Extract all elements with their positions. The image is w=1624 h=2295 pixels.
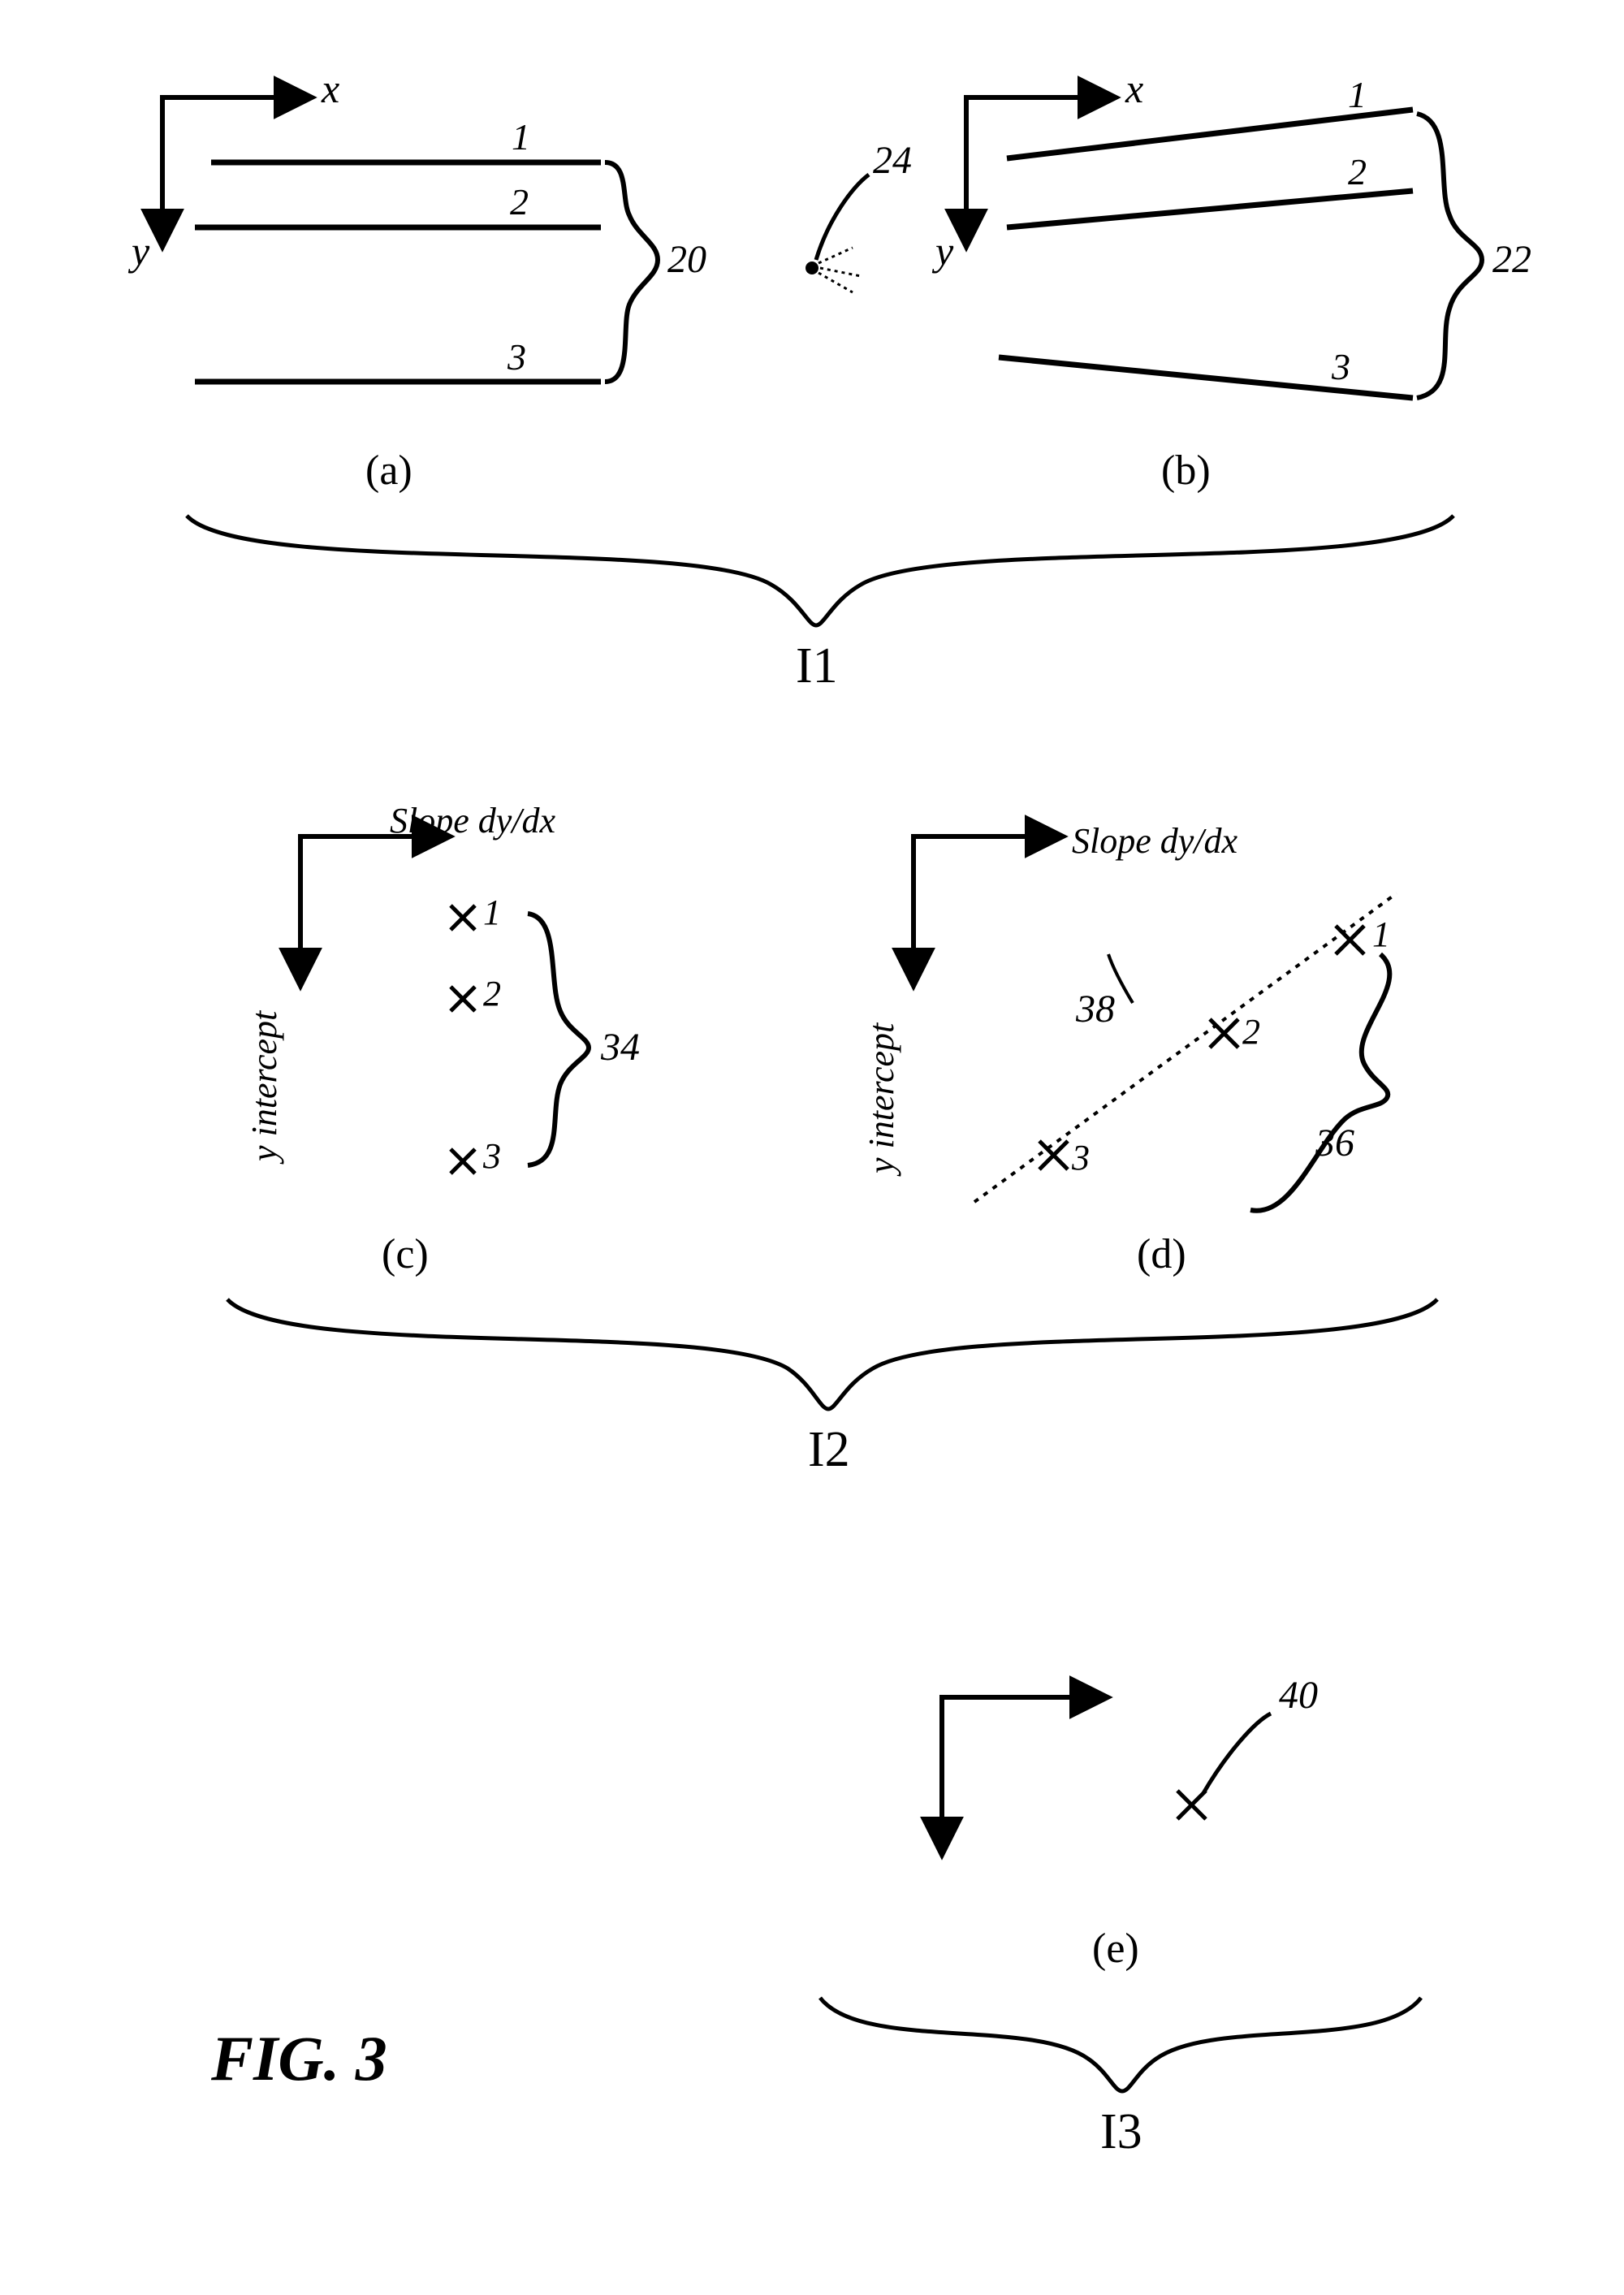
- panel-b-line2-id: 2: [1348, 150, 1367, 193]
- i3-underbrace: [820, 1998, 1421, 2091]
- figure-caption: FIG. 3: [211, 2022, 387, 2095]
- panel-d-brace: [1250, 954, 1389, 1211]
- panel-d-p1: 1: [1372, 914, 1390, 955]
- panel-b-y-label: y: [935, 227, 953, 274]
- vp-ref: 24: [873, 138, 912, 183]
- panel-e-axes: [942, 1697, 1104, 1852]
- panel-d-sublabel: (d): [1137, 1230, 1186, 1278]
- panel-b-ref: 22: [1492, 237, 1531, 282]
- panel-c-brace: [528, 914, 589, 1165]
- panel-d-axes: [914, 836, 1060, 983]
- panel-a-y-label: y: [132, 227, 149, 274]
- panel-a-brace: [605, 162, 658, 382]
- panel-b-line3-id: 3: [1332, 345, 1350, 388]
- panel-b-x-label: x: [1125, 65, 1143, 112]
- panel-d-ref-line: 38: [1076, 987, 1115, 1031]
- i1-underbrace: [187, 516, 1453, 625]
- panel-b-line1-id: 1: [1348, 73, 1367, 116]
- panel-a-line3-id: 3: [508, 335, 526, 378]
- panel-d-p3: 3: [1072, 1137, 1090, 1178]
- panel-c-y-label: y intercept: [244, 1011, 285, 1161]
- panel-e-point: [1177, 1791, 1206, 1819]
- panel-a-axes: [162, 97, 309, 244]
- panel-e-ref: 40: [1279, 1673, 1318, 1718]
- panel-a-lines: [195, 162, 601, 382]
- panel-e-leader: [1203, 1714, 1271, 1793]
- i2-group-label: I2: [808, 1421, 850, 1479]
- panel-c-p2: 2: [483, 973, 501, 1014]
- panel-d-y-label: y intercept: [861, 1023, 902, 1173]
- panel-a-line1-id: 1: [512, 115, 530, 158]
- vanishing-point: [806, 175, 869, 292]
- panel-c-x-label: Slope dy/dx: [390, 800, 555, 841]
- panel-a-line2-id: 2: [510, 180, 529, 223]
- i2-underbrace: [227, 1299, 1437, 1409]
- panel-b-sublabel: (b): [1161, 447, 1211, 495]
- panel-d-ref-points: 36: [1315, 1121, 1354, 1165]
- panel-c-p1: 1: [483, 892, 501, 933]
- panel-d-x-label: Slope dy/dx: [1072, 820, 1237, 862]
- panel-b-brace: [1417, 114, 1482, 398]
- i1-group-label: I1: [796, 638, 838, 695]
- panel-a-ref: 20: [667, 237, 706, 282]
- panel-c-ref: 34: [601, 1025, 640, 1070]
- panel-d-p2: 2: [1242, 1011, 1260, 1052]
- panel-a-x-label: x: [322, 65, 339, 112]
- panel-c-axes: [300, 836, 447, 983]
- i3-group-label: I3: [1100, 2103, 1142, 2161]
- panel-a-sublabel: (a): [365, 447, 412, 495]
- panel-e-sublabel: (e): [1092, 1925, 1139, 1973]
- panel-c-p3: 3: [483, 1135, 501, 1177]
- panel-c-points: [451, 905, 475, 1173]
- panel-c-sublabel: (c): [382, 1230, 429, 1278]
